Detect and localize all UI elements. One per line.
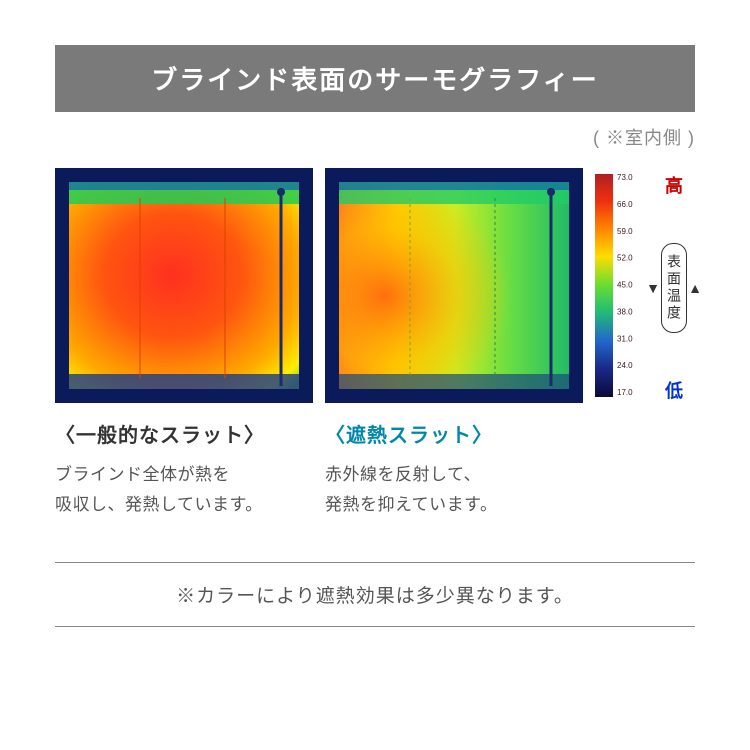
legend-tick: 52.0 <box>617 254 633 263</box>
legend-tick: 38.0 <box>617 307 633 316</box>
panel-left-title: 〈一般的なスラット〉 <box>55 419 313 448</box>
footer-note: ※カラーにより遮熱効果は多少異なります。 <box>55 562 695 627</box>
thermal-image-right <box>325 168 583 403</box>
panel-right: 〈遮熱スラット〉 赤外線を反射して、発熱を抑えています。 <box>325 168 583 520</box>
header-bar: ブラインド表面のサーモグラフィー <box>55 45 695 112</box>
legend-tick: 45.0 <box>617 281 633 290</box>
panel-right-desc: 赤外線を反射して、発熱を抑えています。 <box>325 460 583 520</box>
legend-tick: 66.0 <box>617 200 633 209</box>
legend-high-label: 高 <box>665 172 683 198</box>
panel-right-title: 〈遮熱スラット〉 <box>325 419 583 448</box>
legend-tick: 31.0 <box>617 334 633 343</box>
legend-mid-label: 表面温度 <box>661 243 687 333</box>
arrow-up-icon: ▲ <box>687 280 703 296</box>
legend-colorbar: 73.0 66.0 59.0 52.0 45.0 38.0 31.0 24.0 17.0 <box>595 168 639 403</box>
panel-left-desc: ブラインド全体が熱を吸収し、発熱しています。 <box>55 460 313 520</box>
legend-text: 高 ▲ 表面温度 ▼ 低 <box>645 168 703 403</box>
legend-tick: 73.0 <box>617 173 633 182</box>
arrow-down-icon: ▼ <box>645 280 661 296</box>
header-title: ブラインド表面のサーモグラフィー <box>151 65 598 95</box>
subtitle: ( ※室内側 ) <box>55 124 695 150</box>
legend-mid: ▲ 表面温度 ▼ <box>645 198 703 377</box>
panels-row: 〈一般的なスラット〉 ブラインド全体が熱を吸収し、発熱しています。 <box>55 168 695 520</box>
legend: 73.0 66.0 59.0 52.0 45.0 38.0 31.0 24.0 17.0 高 ▲… <box>595 168 703 403</box>
thermal-image-left <box>55 168 313 403</box>
legend-tick: 24.0 <box>617 361 633 370</box>
legend-tick: 17.0 <box>617 388 633 397</box>
legend-tick: 59.0 <box>617 227 633 236</box>
panel-left: 〈一般的なスラット〉 ブラインド全体が熱を吸収し、発熱しています。 <box>55 168 313 520</box>
legend-low-label: 低 <box>665 377 683 403</box>
